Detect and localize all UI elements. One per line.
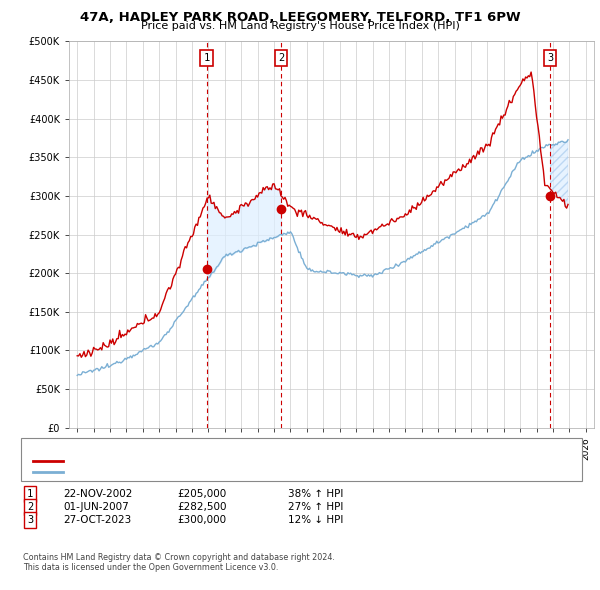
Text: 27-OCT-2023: 27-OCT-2023	[63, 516, 131, 525]
Text: 1: 1	[203, 53, 210, 63]
Text: Contains HM Land Registry data © Crown copyright and database right 2024.: Contains HM Land Registry data © Crown c…	[23, 553, 335, 562]
Text: £300,000: £300,000	[177, 516, 226, 525]
Text: 1: 1	[27, 489, 33, 499]
Text: 27% ↑ HPI: 27% ↑ HPI	[288, 502, 343, 512]
Text: 22-NOV-2002: 22-NOV-2002	[63, 489, 133, 499]
Text: 3: 3	[27, 516, 33, 525]
Text: 01-JUN-2007: 01-JUN-2007	[63, 502, 129, 512]
Text: 2: 2	[27, 502, 33, 512]
Text: 47A, HADLEY PARK ROAD, LEEGOMERY, TELFORD, TF1 6PW (detached house): 47A, HADLEY PARK ROAD, LEEGOMERY, TELFOR…	[67, 457, 454, 466]
Text: 47A, HADLEY PARK ROAD, LEEGOMERY, TELFORD, TF1 6PW: 47A, HADLEY PARK ROAD, LEEGOMERY, TELFOR…	[80, 11, 520, 24]
Text: 2: 2	[278, 53, 284, 63]
Text: 38% ↑ HPI: 38% ↑ HPI	[288, 489, 343, 499]
Text: This data is licensed under the Open Government Licence v3.0.: This data is licensed under the Open Gov…	[23, 563, 278, 572]
Text: £282,500: £282,500	[177, 502, 227, 512]
Text: £205,000: £205,000	[177, 489, 226, 499]
Text: 3: 3	[547, 53, 553, 63]
Text: 12% ↓ HPI: 12% ↓ HPI	[288, 516, 343, 525]
Text: HPI: Average price, detached house, Telford and Wrekin: HPI: Average price, detached house, Telf…	[67, 467, 344, 477]
Text: Price paid vs. HM Land Registry's House Price Index (HPI): Price paid vs. HM Land Registry's House …	[140, 21, 460, 31]
